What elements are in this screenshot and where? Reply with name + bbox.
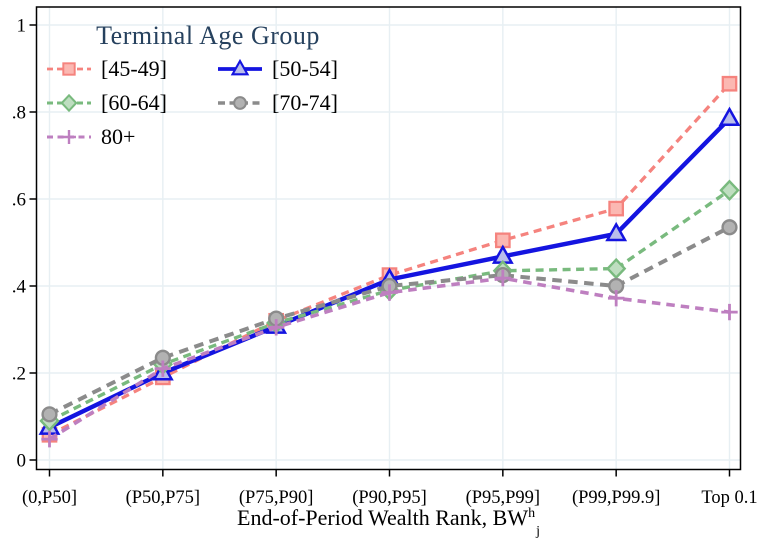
data-point-plus-icon bbox=[607, 289, 625, 307]
data-point-triangle-icon bbox=[718, 106, 741, 126]
legend-entry: [70-74] bbox=[217, 90, 370, 115]
x-tick-label: (P50,P75] bbox=[126, 488, 201, 508]
y-tick-label: .6 bbox=[12, 190, 26, 211]
y-tick-label: .8 bbox=[12, 103, 26, 124]
legend-key-circle-icon bbox=[218, 95, 262, 110]
x-tick-label: (0,P50] bbox=[22, 488, 77, 508]
legend-label: [70-74] bbox=[272, 90, 338, 115]
data-point-plus-icon bbox=[381, 284, 398, 301]
data-point-plus-icon bbox=[62, 129, 76, 144]
legend-label: [50-54] bbox=[272, 56, 338, 81]
y-tick-label: .4 bbox=[12, 277, 27, 298]
legend-entry: 80+ bbox=[46, 124, 217, 149]
data-point-circle-icon bbox=[41, 406, 58, 423]
legend-label: 80+ bbox=[101, 124, 136, 149]
legend-key-square-icon bbox=[47, 61, 91, 76]
x-tick-label: (P95,P99] bbox=[466, 488, 541, 508]
x-tick-label: Top 0.1 bbox=[701, 488, 757, 508]
legend-key-plus-icon bbox=[47, 129, 91, 144]
data-point-diamond-icon bbox=[719, 179, 740, 202]
x-axis-title-superscript: h bbox=[528, 506, 536, 521]
data-point-diamond-icon bbox=[60, 93, 78, 112]
legend-key-triangle-icon bbox=[218, 58, 262, 75]
data-point-triangle-icon bbox=[230, 58, 250, 75]
y-tick-label: .2 bbox=[12, 364, 26, 385]
data-point-diamond-icon bbox=[606, 257, 627, 280]
x-axis-title-subscript: j bbox=[536, 524, 540, 539]
data-point-plus-icon bbox=[154, 360, 172, 377]
y-tick-label: 1 bbox=[17, 16, 27, 37]
x-axis-title: End-of-Period Wealth Rank, BWhj bbox=[36, 505, 741, 540]
legend-title: Terminal Age Group bbox=[96, 21, 320, 50]
series-4 bbox=[41, 269, 738, 448]
data-point-square-icon bbox=[62, 61, 76, 76]
legend-entry: [60-64] bbox=[46, 90, 217, 115]
legend-grid: [45-49] [50-54] [60-64] [70-74] 80+ bbox=[46, 56, 370, 149]
data-point-plus-icon bbox=[721, 303, 738, 321]
legend-label: [60-64] bbox=[101, 90, 167, 115]
data-point-plus-icon bbox=[267, 319, 285, 336]
data-point-square-icon bbox=[608, 200, 625, 217]
x-tick-label: (P99,P99.9] bbox=[572, 488, 660, 508]
plot-border bbox=[35, 6, 742, 471]
legend-entry: [50-54] bbox=[217, 56, 370, 81]
data-point-plus-icon bbox=[41, 430, 58, 448]
data-point-circle-icon bbox=[233, 95, 247, 110]
x-tick-label: (P90,P95] bbox=[352, 488, 427, 508]
data-point-plus-icon bbox=[494, 269, 512, 287]
legend-label: [45-49] bbox=[101, 56, 167, 81]
legend: Terminal Age Group [45-49] [50-54] [60-6… bbox=[46, 21, 370, 149]
data-point-triangle-icon bbox=[605, 221, 628, 242]
x-tick-label: (P75,P90] bbox=[239, 488, 314, 508]
legend-entry: [45-49] bbox=[46, 56, 217, 81]
legend-key-diamond-icon bbox=[47, 93, 91, 112]
data-point-square-icon bbox=[721, 75, 738, 92]
data-point-circle-icon bbox=[721, 219, 738, 236]
x-axis-title-text: End-of-Period Wealth Rank, BW bbox=[237, 505, 529, 530]
y-tick-label: 0 bbox=[17, 451, 27, 472]
